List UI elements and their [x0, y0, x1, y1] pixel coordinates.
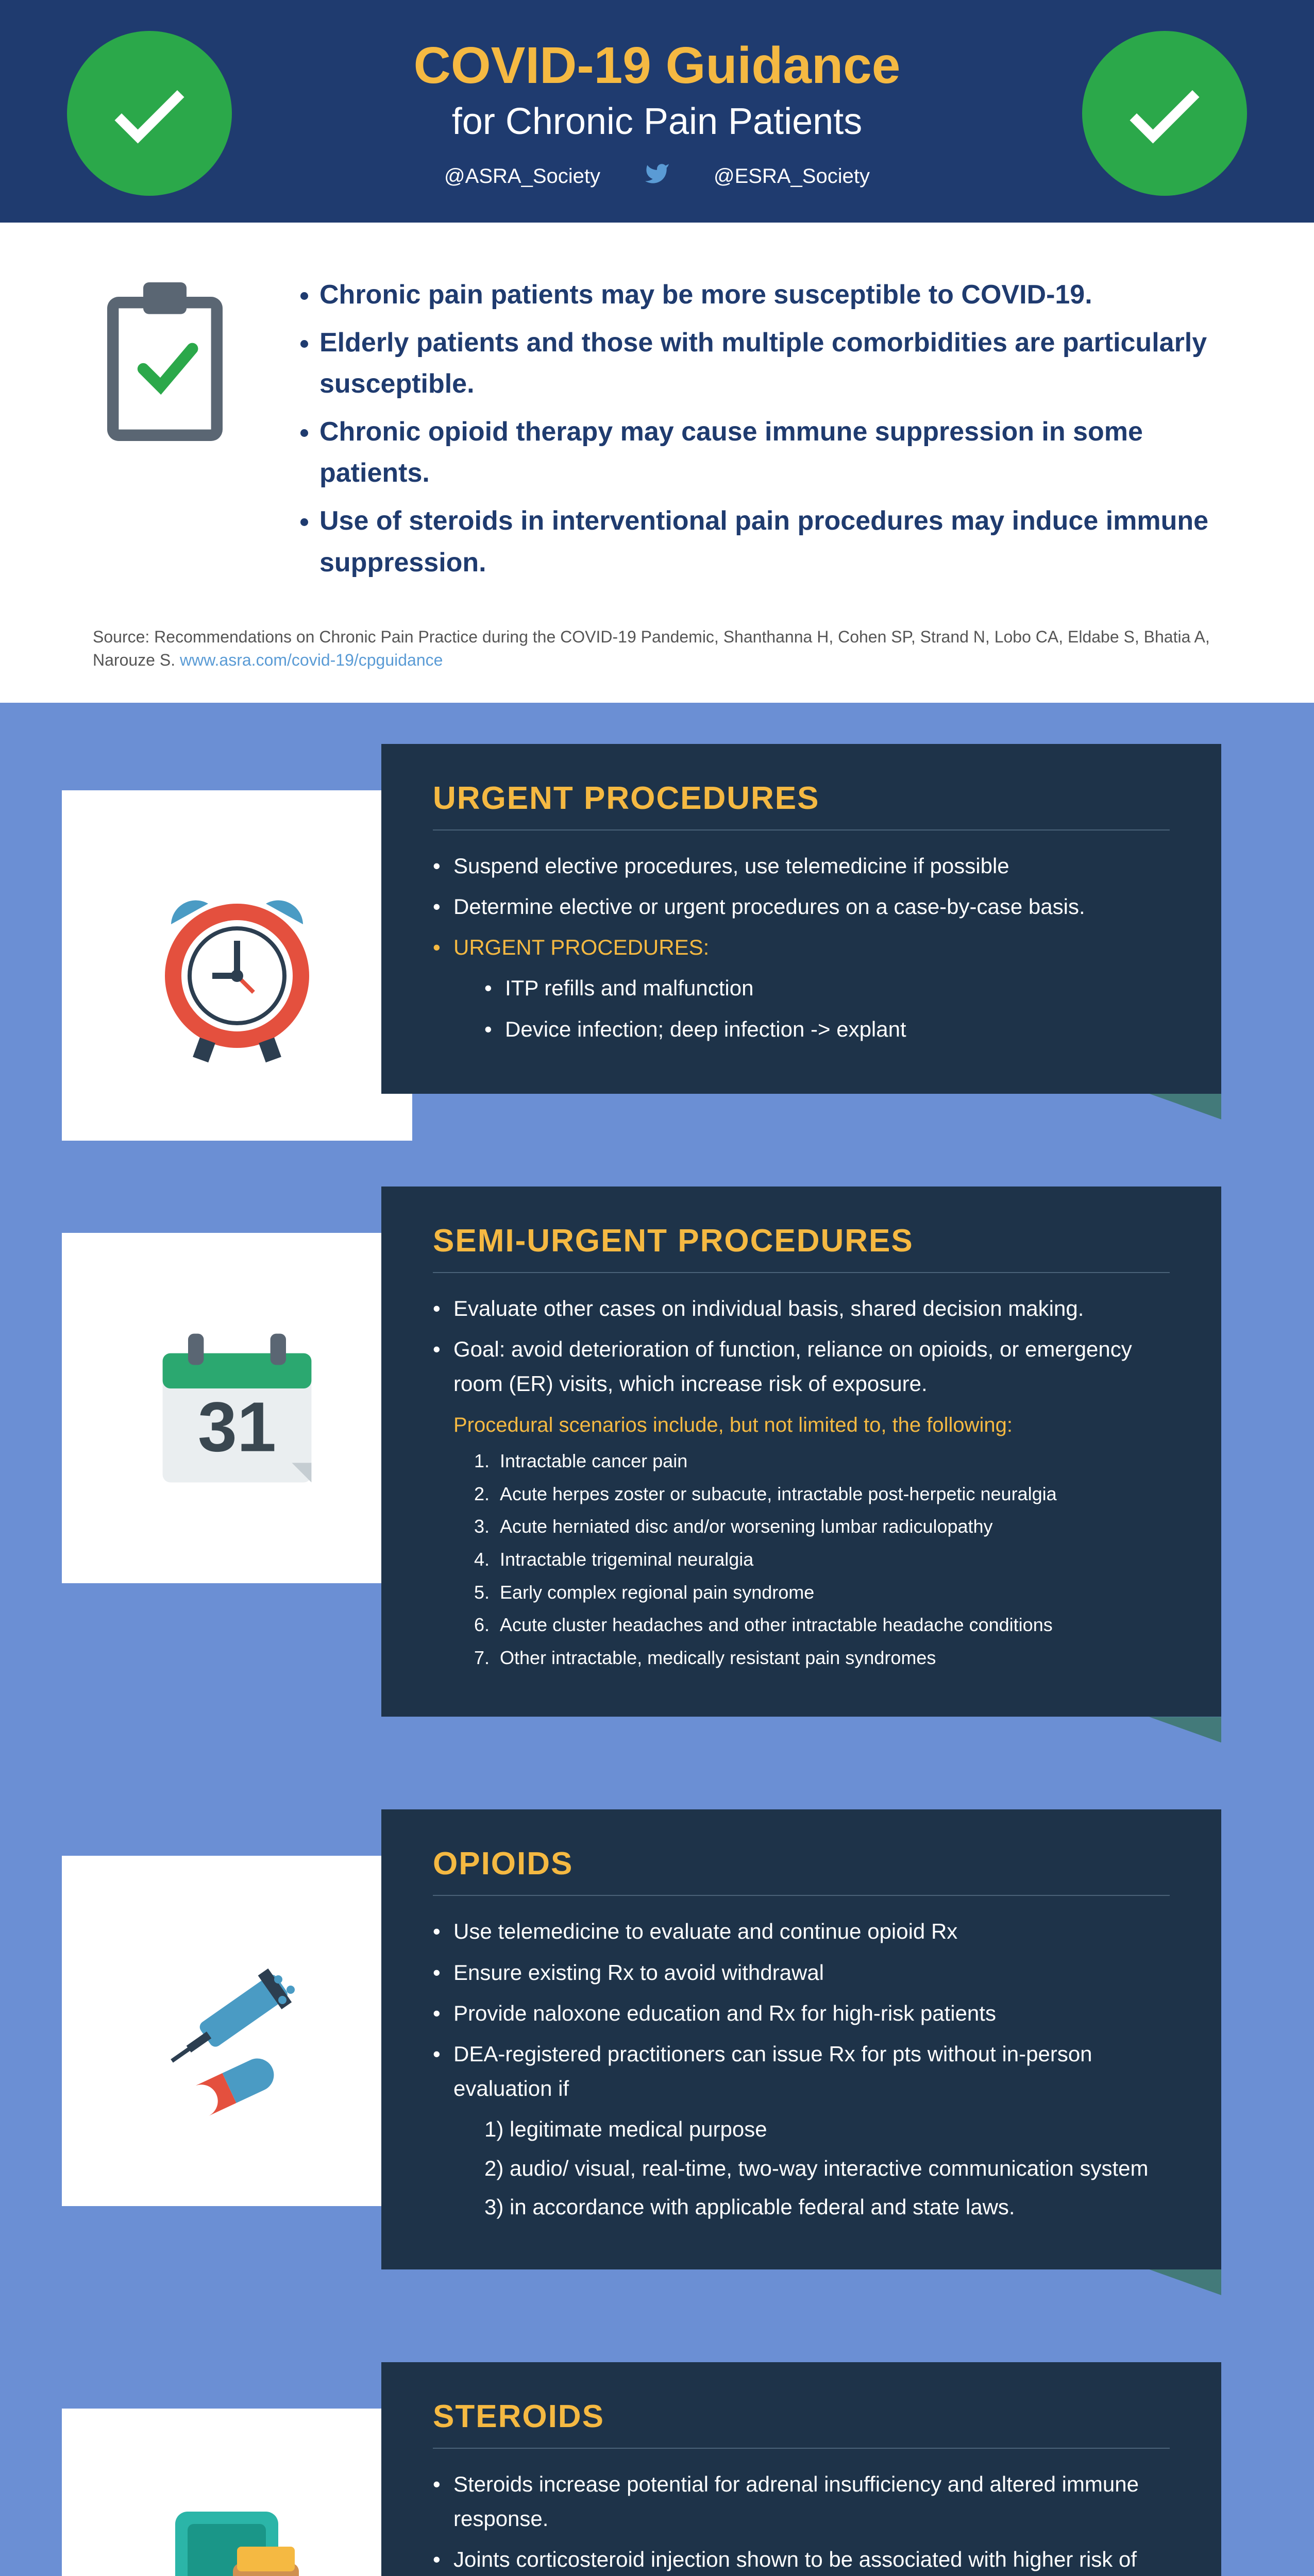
syringe-pill-icon — [62, 1856, 412, 2206]
opioids-heading: OPIOIDS — [433, 1845, 1170, 1896]
bullet-highlight: URGENT PROCEDURES: — [433, 930, 1170, 964]
bullet: Joints corticosteroid injection shown to… — [433, 2542, 1170, 2576]
bullet: Use telemedicine to evaluate and continu… — [433, 1914, 1170, 1948]
page-subtitle: for Chronic Pain Patients — [52, 100, 1262, 143]
svg-text:31: 31 — [198, 1387, 276, 1466]
condition: 3) in accordance with applicable federal… — [484, 2190, 1170, 2224]
steroids-heading: STEROIDS — [433, 2398, 1170, 2449]
source-citation: Source: Recommendations on Chronic Pain … — [0, 615, 1314, 703]
bullet: Evaluate other cases on individual basis… — [433, 1291, 1170, 1326]
condition: 2) audio/ visual, real-time, two-way int… — [484, 2151, 1170, 2185]
sub-bullet: Device infection; deep infection -> expl… — [484, 1012, 1170, 1046]
bullet: Goal: avoid deterioration of function, r… — [433, 1332, 1170, 1401]
intro-bullet: Elderly patients and those with multiple… — [319, 322, 1221, 405]
list-item: Acute herniated disc and/or worsening lu… — [495, 1512, 1170, 1541]
opioids-content: OPIOIDS Use telemedicine to evaluate and… — [381, 1809, 1221, 2269]
check-icon-left — [67, 31, 232, 196]
main-sections: URGENT PROCEDURES Suspend elective proce… — [0, 703, 1314, 2576]
opioids-section: OPIOIDS Use telemedicine to evaluate and… — [93, 1809, 1221, 2269]
semi-subhead: Procedural scenarios include, but not li… — [453, 1414, 1170, 1437]
intro-bullet: Chronic pain patients may be more suscep… — [319, 274, 1221, 316]
semi-urgent-content: SEMI-URGENT PROCEDURES Evaluate other ca… — [381, 1187, 1221, 1717]
bullet: Determine elective or urgent procedures … — [433, 889, 1170, 924]
list-item: Other intractable, medically resistant p… — [495, 1643, 1170, 1673]
header-banner: COVID-19 Guidance for Chronic Pain Patie… — [0, 0, 1314, 223]
page-title: COVID-19 Guidance — [52, 36, 1262, 95]
bullet: DEA-registered practitioners can issue R… — [433, 2037, 1170, 2106]
social-handles: @ASRA_Society @ESRA_Society — [52, 161, 1262, 192]
handle-asra[interactable]: @ASRA_Society — [444, 165, 600, 188]
alarm-clock-icon — [62, 790, 412, 1141]
sub-bullet: ITP refills and malfunction — [484, 971, 1170, 1005]
twitter-icon — [642, 161, 672, 192]
condition: 1) legitimate medical purpose — [484, 2112, 1170, 2146]
clipboard-icon — [93, 274, 237, 452]
steroids-section: STEROIDS Steroids increase potential for… — [93, 2362, 1221, 2576]
urgent-content: URGENT PROCEDURES Suspend elective proce… — [381, 744, 1221, 1094]
intro-section: Chronic pain patients may be more suscep… — [0, 223, 1314, 615]
list-item: Acute cluster headaches and other intrac… — [495, 1610, 1170, 1640]
source-link[interactable]: www.asra.com/covid-19/cpguidance — [180, 651, 443, 669]
list-item: Intractable cancer pain — [495, 1446, 1170, 1476]
calendar-icon: 31 — [62, 1233, 412, 1583]
bullet: Suspend elective procedures, use telemed… — [433, 849, 1170, 883]
intro-bullets: Chronic pain patients may be more suscep… — [289, 274, 1221, 589]
check-icon-right — [1082, 31, 1247, 196]
bullet: Steroids increase potential for adrenal … — [433, 2467, 1170, 2536]
urgent-section: URGENT PROCEDURES Suspend elective proce… — [93, 744, 1221, 1094]
semi-urgent-section: 31 SEMI-URGENT PROCEDURES Evaluate other… — [93, 1187, 1221, 1717]
bullet: Ensure existing Rx to avoid withdrawal — [433, 1955, 1170, 1990]
bullet: Provide naloxone education and Rx for hi… — [433, 1996, 1170, 2030]
handle-esra[interactable]: @ESRA_Society — [714, 165, 870, 188]
opioids-conditions: 1) legitimate medical purpose 2) audio/ … — [433, 2112, 1170, 2224]
tablet-bottle-icon — [62, 2409, 412, 2576]
semi-heading: SEMI-URGENT PROCEDURES — [433, 1223, 1170, 1273]
list-item: Early complex regional pain syndrome — [495, 1578, 1170, 1607]
semi-list: Intractable cancer pain Acute herpes zos… — [433, 1446, 1170, 1672]
urgent-heading: URGENT PROCEDURES — [433, 780, 1170, 831]
steroids-content: STEROIDS Steroids increase potential for… — [381, 2362, 1221, 2576]
list-item: Acute herpes zoster or subacute, intract… — [495, 1479, 1170, 1509]
list-item: Intractable trigeminal neuralgia — [495, 1545, 1170, 1574]
intro-bullet: Chronic opioid therapy may cause immune … — [319, 411, 1221, 494]
intro-bullet: Use of steroids in interventional pain p… — [319, 500, 1221, 583]
